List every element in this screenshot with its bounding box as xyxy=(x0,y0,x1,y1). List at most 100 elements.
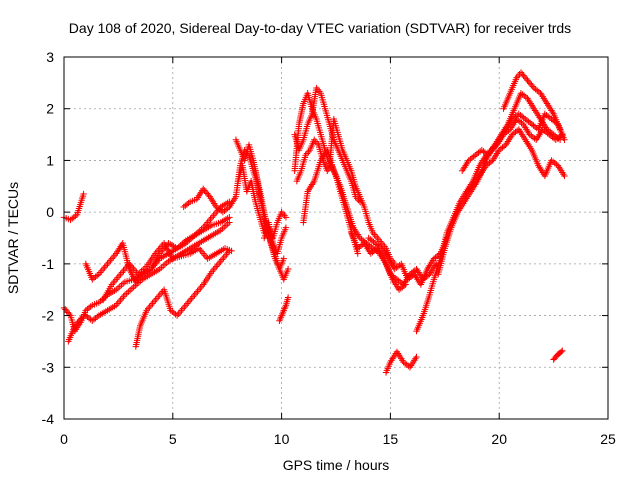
data-point-interp xyxy=(179,305,187,312)
data-point-interp xyxy=(553,133,561,141)
data-point xyxy=(496,146,503,154)
data-point-interp xyxy=(223,251,230,258)
data-point-interp xyxy=(406,274,413,282)
data-point-interp xyxy=(547,128,554,136)
data-point-interp xyxy=(553,161,560,168)
data-point-interp xyxy=(531,123,539,131)
data-point-interp xyxy=(522,93,530,101)
x-tick-label: 10 xyxy=(274,431,290,447)
data-point-interp xyxy=(195,286,203,293)
data-point-interp xyxy=(216,259,223,267)
data-point-interp xyxy=(194,288,201,295)
data-point-interp xyxy=(222,206,230,213)
data-point-interp xyxy=(221,207,228,215)
data-point-interp xyxy=(114,300,121,307)
data-point xyxy=(217,258,224,265)
data-point-interp xyxy=(555,135,562,142)
series-track-x xyxy=(500,69,564,133)
data-point-interp xyxy=(90,316,98,323)
data-point-interp xyxy=(466,185,474,193)
data-point-interp xyxy=(118,269,126,276)
data-point-interp xyxy=(155,246,162,254)
data-point xyxy=(482,162,490,169)
data-point-interp xyxy=(392,274,399,282)
data-point xyxy=(132,278,140,286)
data-point xyxy=(559,347,566,354)
y-tick-label: -2 xyxy=(42,308,55,324)
data-point-interp xyxy=(552,132,559,140)
data-point-interp xyxy=(107,257,114,264)
data-point-interp xyxy=(214,261,221,268)
data-point-interp xyxy=(558,348,565,355)
data-point-interp xyxy=(473,150,481,158)
data-point xyxy=(528,121,536,128)
data-point-interp xyxy=(516,118,524,125)
data-point-interp xyxy=(150,298,158,305)
data-point-interp xyxy=(149,300,156,307)
data-point xyxy=(89,317,96,324)
data-point xyxy=(513,115,520,123)
data-point xyxy=(226,214,233,221)
data-point-interp xyxy=(218,256,226,263)
data-point-interp xyxy=(370,247,378,255)
data-point-interp xyxy=(545,127,552,134)
data-point xyxy=(284,294,292,301)
data-point xyxy=(356,198,364,205)
data-point-interp xyxy=(120,267,127,274)
data-point-interp xyxy=(157,289,165,297)
data-point-interp xyxy=(468,184,475,191)
data-point-interp xyxy=(470,153,477,160)
data-point-interp xyxy=(224,205,231,212)
data-point-interp xyxy=(530,122,537,129)
series-track-r xyxy=(365,234,451,288)
data-point-interp xyxy=(529,133,537,141)
data-point xyxy=(556,126,564,133)
data-point xyxy=(543,126,551,133)
data-point-interp xyxy=(85,304,93,312)
data-point-interp xyxy=(98,267,105,274)
data-point-interp xyxy=(97,269,104,276)
data-point xyxy=(561,172,568,180)
data-point-interp xyxy=(207,215,214,223)
data-point-interp xyxy=(520,114,527,121)
data-point-interp xyxy=(549,158,557,165)
data-point-interp xyxy=(499,144,506,151)
data-point-interp xyxy=(544,113,552,120)
data-point-interp xyxy=(548,130,556,137)
data-point-interp xyxy=(156,291,163,299)
data-point-interp xyxy=(388,272,396,279)
data-point xyxy=(280,255,287,262)
data-point-interp xyxy=(185,199,192,207)
data-point xyxy=(80,190,87,198)
y-tick-label: 2 xyxy=(46,101,54,117)
data-point-interp xyxy=(205,217,213,224)
series-track-y xyxy=(550,347,566,363)
data-point-interp xyxy=(178,307,185,314)
data-point-interp xyxy=(216,206,223,213)
data-point-interp xyxy=(70,214,77,221)
plot-frame xyxy=(63,56,609,420)
data-point-interp xyxy=(210,212,217,219)
data-point-interp xyxy=(468,154,476,162)
data-point-interp xyxy=(484,161,491,168)
data-point-interp xyxy=(467,155,474,163)
data-point-interp xyxy=(118,295,126,302)
data-point-interp xyxy=(84,313,91,321)
data-point-interp xyxy=(169,308,176,315)
x-tick-label: 15 xyxy=(383,431,399,447)
data-point xyxy=(82,312,89,319)
data-point-interp xyxy=(403,361,410,368)
data-point-interp xyxy=(137,274,144,282)
data-point-interp xyxy=(220,254,227,262)
data-point-interp xyxy=(113,276,120,283)
y-tick-label: 3 xyxy=(46,49,54,65)
data-point-interp xyxy=(205,191,212,199)
data-point xyxy=(393,276,401,283)
data-point-interp xyxy=(66,310,73,318)
data-point xyxy=(478,146,485,154)
data-point-interp xyxy=(102,262,110,269)
data-point xyxy=(465,157,472,164)
data-point xyxy=(167,307,174,314)
data-point-interp xyxy=(376,243,384,251)
data-point-interp xyxy=(93,313,101,321)
